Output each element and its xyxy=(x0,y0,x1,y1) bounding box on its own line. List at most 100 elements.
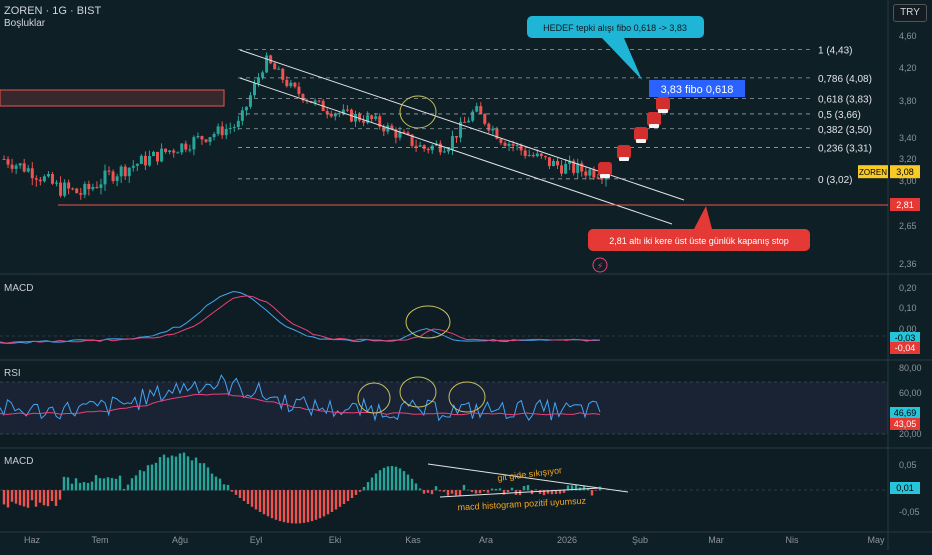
candle-body xyxy=(204,139,208,142)
y-tick-label: 4,20 xyxy=(899,63,917,73)
candle-body xyxy=(551,160,555,167)
candle-body xyxy=(14,165,18,169)
candle-body xyxy=(188,149,192,151)
rsi-pane-bg xyxy=(0,362,888,450)
hist-bar xyxy=(162,454,166,491)
hist-bar xyxy=(134,475,138,491)
rsi-line xyxy=(0,374,601,422)
hist-bar xyxy=(2,490,6,505)
macd-hist-pane-label[interactable]: MACD xyxy=(4,456,34,467)
candle-body xyxy=(135,163,139,166)
hist-bar xyxy=(262,490,266,515)
candle-body xyxy=(172,150,176,153)
hist-bar xyxy=(422,490,426,494)
hist-bar xyxy=(590,490,594,496)
y-tick-label: 3,40 xyxy=(899,133,917,143)
candle-body xyxy=(176,152,180,154)
hist-bar xyxy=(322,490,326,517)
hist-bar xyxy=(226,484,230,491)
hist-bar xyxy=(54,490,58,506)
hist-bar xyxy=(390,466,394,491)
candle-body xyxy=(143,155,147,166)
candle-body xyxy=(156,151,160,162)
x-tick-label: Ağu xyxy=(172,535,188,545)
candle-body xyxy=(527,155,531,157)
hist-bar xyxy=(458,490,462,496)
rsi-y-tick: 20,00 xyxy=(899,429,922,439)
hist-bar xyxy=(218,478,222,491)
currency-button[interactable]: TRY xyxy=(893,4,927,22)
hist-bar xyxy=(94,475,98,491)
hist-bar xyxy=(66,477,70,491)
candle-body xyxy=(257,77,261,84)
candle-body xyxy=(507,143,511,146)
candle-body xyxy=(325,111,329,114)
hist-badge-text: 0,01 xyxy=(896,483,914,493)
hist-bar xyxy=(470,490,474,492)
highlight-circle xyxy=(399,95,437,129)
hist-bar xyxy=(50,490,54,502)
y-tick-label: 3,80 xyxy=(899,96,917,106)
x-tick-label: 2026 xyxy=(557,535,577,545)
candle-body xyxy=(26,168,30,172)
hist-bar xyxy=(550,490,554,495)
rsi-pane-label[interactable]: RSI xyxy=(4,368,21,379)
candle-body xyxy=(430,145,434,151)
hist-trend-line-lower xyxy=(439,487,601,498)
candle-body xyxy=(115,176,119,181)
x-tick-label: Ara xyxy=(479,535,493,545)
candle-body xyxy=(22,163,26,172)
hist-bar xyxy=(570,485,574,491)
candle-body xyxy=(568,160,572,164)
hist-bar xyxy=(154,462,158,491)
macd-pane-bg xyxy=(0,276,888,358)
candle-body xyxy=(30,168,34,179)
macd-line xyxy=(0,290,601,344)
candle-body xyxy=(584,171,588,176)
hist-bar xyxy=(130,478,134,491)
hist-bar xyxy=(282,490,286,523)
macd-badge-2-text: -0,04 xyxy=(895,343,916,353)
hist-bar xyxy=(258,490,262,512)
macd-y-tick: 0,10 xyxy=(899,303,917,313)
hist-bar xyxy=(234,490,238,495)
candle-body xyxy=(487,123,491,131)
candle-body xyxy=(556,160,560,166)
fibo-target-text: 3,83 fibo 0,618 xyxy=(661,84,734,96)
hist-bar xyxy=(206,467,210,491)
stop-callout xyxy=(588,229,810,251)
candle-body xyxy=(535,153,539,157)
candle-body xyxy=(491,128,495,131)
candle-body xyxy=(240,110,244,121)
hist-bar xyxy=(246,490,250,504)
candle-body xyxy=(261,72,265,78)
symbol-title[interactable]: ZOREN · 1G · BIST xyxy=(4,5,102,17)
candle-body xyxy=(442,151,446,153)
fib-level-label: 0,618 (3,83) xyxy=(818,95,872,106)
fibo-target-box xyxy=(649,80,745,97)
rsi-y-tick: 80,00 xyxy=(899,363,922,373)
hist-bar xyxy=(558,490,562,494)
hist-bar xyxy=(302,490,306,523)
candle-body xyxy=(34,178,38,180)
hist-bar xyxy=(242,490,246,502)
macd-pane-label[interactable]: MACD xyxy=(4,283,34,294)
rsi-highlight-circle xyxy=(357,382,391,414)
candle-body xyxy=(467,120,471,123)
last-price-badge xyxy=(890,165,920,179)
hist-bar xyxy=(14,490,18,504)
candle-body xyxy=(103,170,107,185)
projection-marker-base xyxy=(600,174,610,178)
candle-body xyxy=(252,83,256,96)
hist-bar xyxy=(110,478,114,491)
candle-body xyxy=(147,156,151,166)
hist-bar xyxy=(566,485,570,491)
indicator-label[interactable]: Boşluklar xyxy=(4,18,46,29)
hist-bar xyxy=(306,490,310,523)
zoren-tag-badge xyxy=(858,165,888,179)
hist-bar xyxy=(214,476,218,491)
candle-body xyxy=(79,193,83,195)
hist-bar xyxy=(574,484,578,491)
